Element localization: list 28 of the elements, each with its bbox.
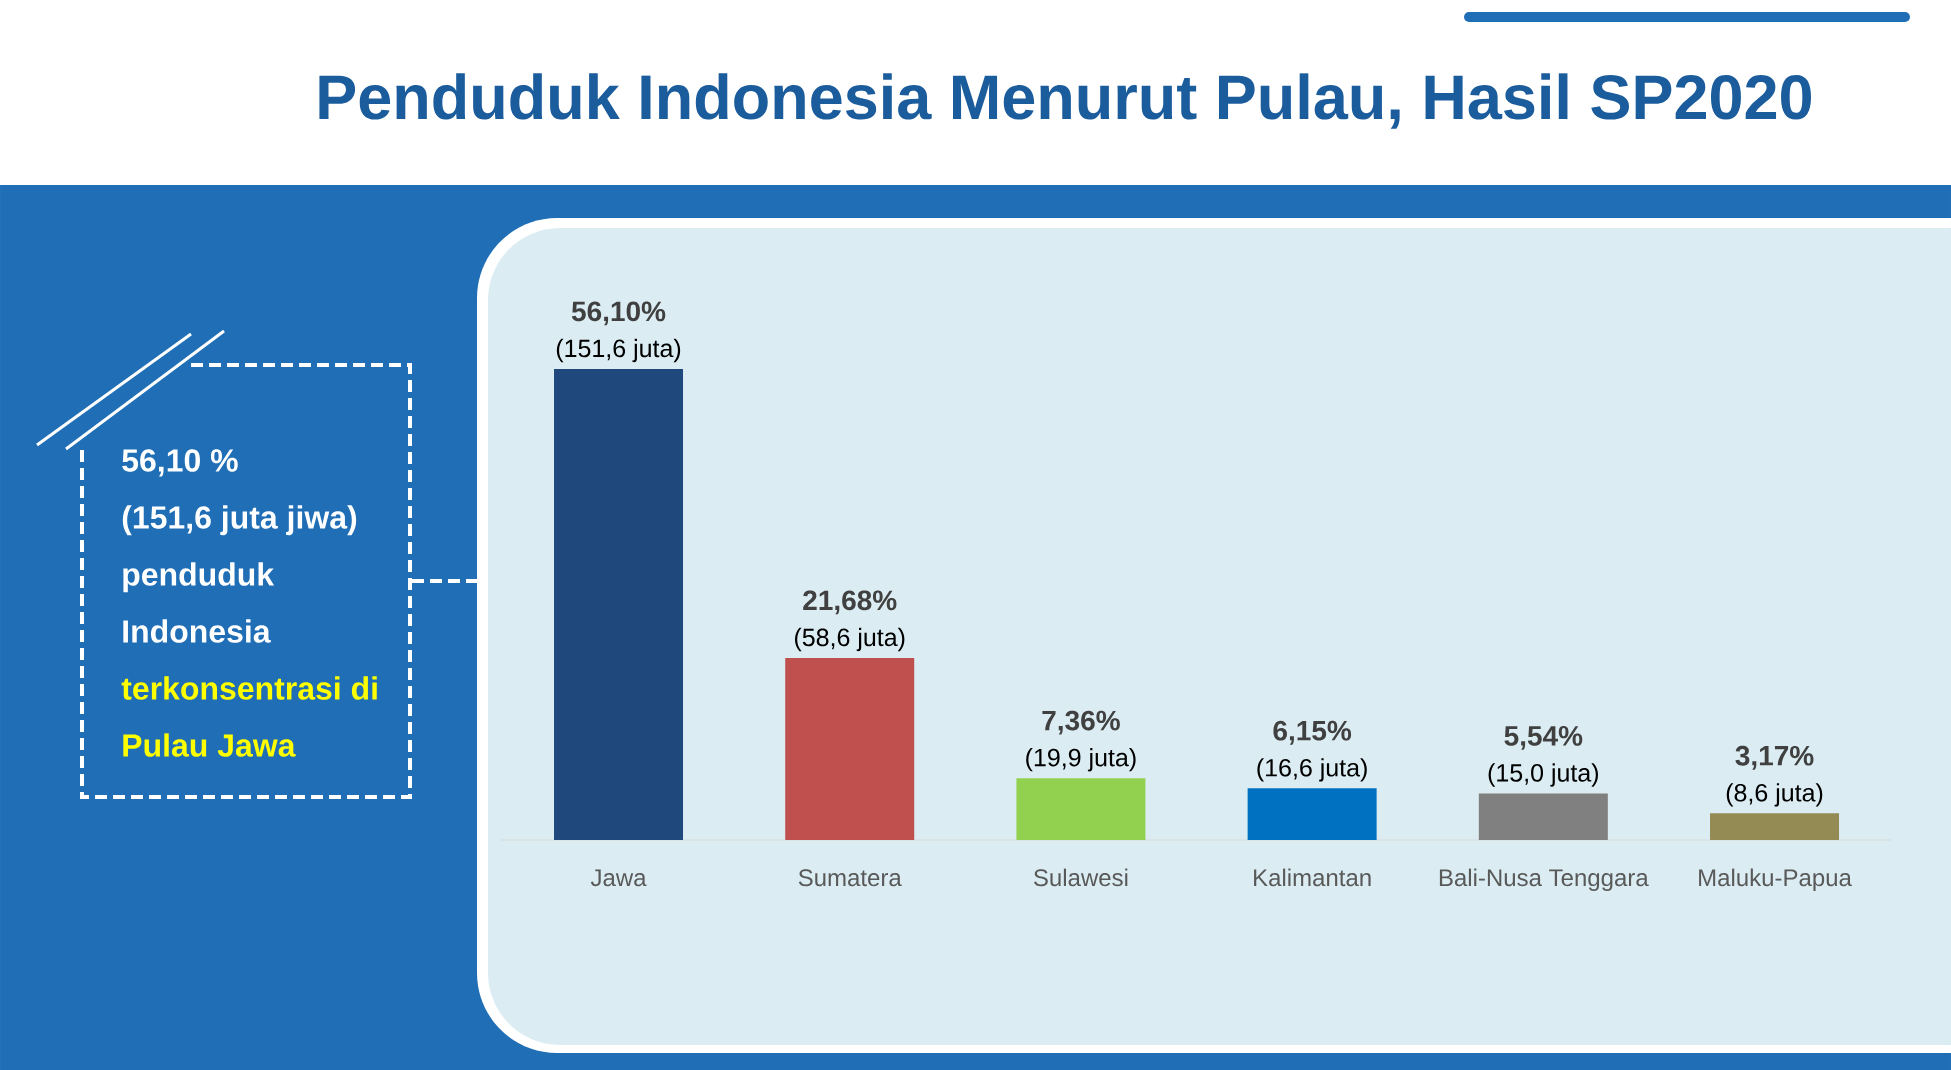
bar: [1710, 813, 1840, 840]
text: (151,6 juta jiwa) penduduk Indonesia: [122, 505, 357, 643]
text: 56,10 %: [122, 449, 238, 477]
x-tick-label: Sulawesi: [1033, 868, 1128, 887]
annotation: (16,6 juta): [1257, 758, 1367, 782]
text: terkonsentrasi di Pulau Jawa: [121, 676, 377, 757]
annotation: (58,6 juta): [794, 627, 905, 652]
data-label: 5,54%: [1504, 726, 1583, 750]
bar: [1247, 788, 1377, 840]
x-tick-label: Kalimantan: [1254, 868, 1371, 887]
x-tick-label: Sumatera: [798, 869, 902, 887]
x-tick-label: Maluku-Papua: [1699, 868, 1852, 891]
bar: [554, 368, 684, 840]
data-label: 6,15%: [1273, 720, 1352, 745]
annotation: (151,6 juta): [556, 338, 681, 363]
annotation: (8,6 juta): [1726, 783, 1823, 807]
data-label: 7,36%: [1042, 710, 1120, 735]
chart-title: Penduduk Indonesia Menurut Pulau, Hasil SP2020: [319, 73, 1812, 129]
bar: [1478, 793, 1608, 840]
bar: [1016, 778, 1146, 840]
bar: [785, 657, 915, 840]
annotation: (19,9 juta): [1026, 748, 1136, 772]
x-tick-label: Jawa: [590, 869, 647, 887]
data-label: 3,17%: [1735, 745, 1814, 770]
x-tick-label: Bali-Nusa Tenggara: [1439, 868, 1649, 891]
annotation: (15,0 juta): [1488, 763, 1599, 787]
data-label: 56,10%: [571, 301, 666, 326]
data-label: 21,68%: [803, 590, 897, 615]
